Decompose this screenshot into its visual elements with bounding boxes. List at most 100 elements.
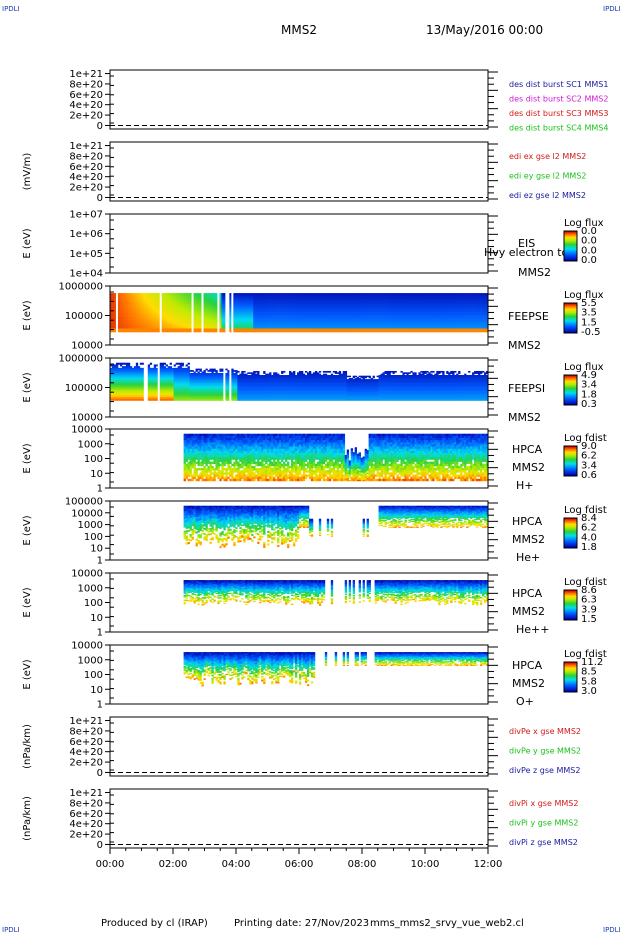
spectrogram-cell-feepse <box>123 326 127 329</box>
spectrogram-cell-feepse <box>312 293 316 296</box>
spectrogram-cell-feepse <box>291 301 294 304</box>
spectrogram-cell-feepse <box>436 307 439 310</box>
spectrogram-cell-feepse <box>283 305 286 308</box>
spectrogram-cell-feepse <box>203 316 206 319</box>
spectrogram-cell-feepse <box>213 296 216 299</box>
spectrogram-cell-feepse <box>133 324 137 328</box>
spectrogram-cell-feepse <box>161 321 165 324</box>
spectrogram-cell-feepse <box>386 300 389 303</box>
spectrogram-cell-feepse <box>348 323 352 326</box>
spectrogram-cell-feepse <box>388 309 391 312</box>
spectrogram-cell-feepse <box>334 310 338 313</box>
spectrogram-cell-feepse <box>165 309 168 312</box>
spectrogram-cell-feepsi <box>135 383 139 386</box>
spectrogram-cell-feepse <box>273 300 276 303</box>
spectrogram-cell-feepsi <box>161 383 165 386</box>
spectrogram-cell-feepse <box>474 307 477 310</box>
spectrogram-cell-feepse <box>308 312 312 315</box>
spectrogram-cell-feepse <box>334 321 338 324</box>
spectrogram-cell-feepse <box>277 305 280 308</box>
spectrogram-cell-feepse <box>141 307 145 310</box>
spectrogram-cell-feepse <box>169 319 172 322</box>
spectrogram-cell-feepse <box>394 303 397 306</box>
spectrogram-cell-feepse <box>269 294 272 297</box>
spectrogram-cell-feepse <box>430 300 433 303</box>
spectrogram-cell-feepse <box>330 296 334 299</box>
spectrogram-cell-feepse <box>448 296 451 299</box>
spectrogram-cell-feepse <box>458 307 461 310</box>
spectrogram-cell-feepse <box>440 328 443 331</box>
spectrogram-cell-feepsi <box>171 397 174 400</box>
spectrogram-cell-feepse <box>322 321 326 324</box>
spectrogram-cell-feepse <box>430 307 433 310</box>
spectrogram-cell-feepse <box>408 314 411 317</box>
spectrogram-cell-feepse <box>470 316 473 319</box>
spectrogram-cell-feepsi <box>163 373 167 376</box>
spectrogram-cell-feepsi <box>131 388 135 391</box>
spectrogram-cell-feepse <box>141 323 145 326</box>
spectrogram-cell-feepse <box>442 326 445 329</box>
spectrogram-cell-feepse <box>482 317 485 320</box>
spectrogram-cell-feepse <box>424 330 427 333</box>
spectrogram-cell-feepse <box>257 300 260 303</box>
spectrogram-cell-feepse <box>145 326 149 329</box>
spectrogram-cell-feepsi <box>115 398 119 401</box>
spectrogram-cell-feepse <box>131 326 135 329</box>
spectrogram-cell-feepse <box>344 326 348 329</box>
spectrogram-cell-feepse <box>406 328 409 331</box>
spectrogram-cell-feepse <box>336 326 340 329</box>
spectrogram-cell-feepse <box>472 303 475 306</box>
spectrogram-cell-feepse <box>211 309 214 312</box>
spectrogram-cell-feepsi <box>147 369 151 372</box>
spectrogram-cell-feepse <box>484 305 487 308</box>
y-tick-label-eis: 1e+05 <box>69 249 103 260</box>
spectrogram-cell-feepse <box>328 298 332 301</box>
spectrogram-cell-feepse <box>482 312 485 315</box>
spectrogram-cell-feepse <box>366 312 369 315</box>
spectrogram-cell-feepsi <box>115 393 119 396</box>
spectrogram-cell-feepse <box>390 296 393 299</box>
spectrogram-cell-feepse <box>384 294 387 297</box>
spectrogram-cell-feepse <box>464 321 467 324</box>
spectrogram-cell-feepse <box>368 326 371 329</box>
spectrogram-cell-feepse <box>462 323 465 326</box>
spectrogram-cell-feepse <box>151 296 155 299</box>
spectrogram-cell-feepse <box>404 328 407 331</box>
spectrogram-cell-feepse <box>374 324 377 328</box>
spectrogram-cell-feepse <box>195 294 198 297</box>
spectrogram-cell-feepse <box>440 293 443 296</box>
colorbar-band-eis <box>564 247 577 249</box>
spectrogram-cell-feepse <box>157 328 161 331</box>
spectrogram-cell-feepse <box>328 301 332 304</box>
spectrogram-cell-feepse <box>342 296 346 299</box>
spectrogram-cell-feepse <box>263 321 266 324</box>
spectrogram-cell-feepsi <box>139 391 143 394</box>
spectrogram-cell-feepse <box>119 326 123 329</box>
spectrogram-cell-feepse <box>396 293 399 296</box>
spectrogram-cell-feepse <box>121 314 125 317</box>
spectrogram-cell-feepse <box>149 328 153 331</box>
spectrogram-cell-feepse <box>322 303 326 306</box>
spectrogram-cell-feepse <box>205 330 208 333</box>
spectrogram-cell-feepse <box>354 303 357 306</box>
spectrogram-cell-feepse <box>235 294 238 297</box>
spectrogram-cell-feepsi <box>165 369 168 372</box>
spectrogram-cell-feepse <box>277 303 280 306</box>
spectrogram-cell-feepse <box>119 310 123 313</box>
spectrogram-cell-feepse <box>432 301 435 304</box>
spectrogram-cell-feepsi <box>111 374 115 377</box>
spectrogram-cell-feepse <box>468 328 471 331</box>
spectrogram-cell-feepse <box>121 326 125 329</box>
spectrogram-cell-feepse <box>147 326 151 329</box>
spectrogram-cell-feepse <box>414 310 417 313</box>
spectrogram-cell-feepsi <box>131 397 135 400</box>
spectrogram-cell-feepse <box>452 323 455 326</box>
spectrogram-cell-feepsi <box>113 369 117 372</box>
spectrogram-cell-feepse <box>328 317 332 320</box>
spectrogram-cell-feepse <box>326 310 330 313</box>
spectrogram-cell-feepsi <box>183 397 186 400</box>
spectrogram-cell-feepse <box>185 316 188 319</box>
spectrogram-cell-feepse <box>161 293 165 296</box>
spectrogram-cell-feepsi <box>173 395 176 398</box>
spectrogram-cell-feepse <box>446 300 449 303</box>
